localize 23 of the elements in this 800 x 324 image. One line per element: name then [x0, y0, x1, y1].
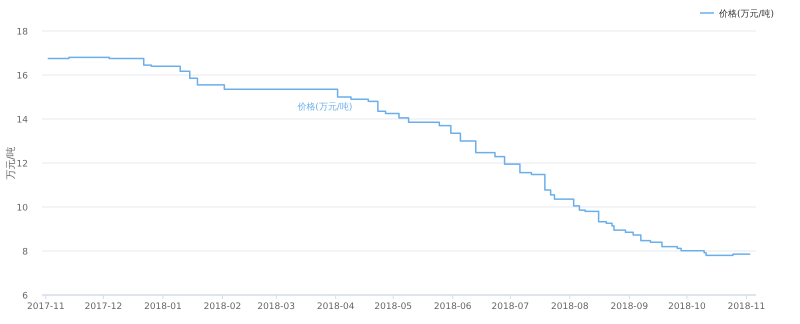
x-tick-label: 2018-07 — [492, 302, 530, 312]
y-tick-label: 6 — [22, 292, 28, 302]
y-tick-label: 14 — [16, 116, 28, 126]
x-tick-label: 2018-01 — [144, 302, 182, 312]
x-tick-label: 2017-11 — [27, 302, 65, 312]
x-tick-label: 2018-03 — [257, 302, 295, 312]
x-tick-label: 2018-06 — [434, 302, 472, 312]
y-axis-title: 万元/吨 — [5, 146, 17, 180]
x-tick-label: 2018-04 — [316, 302, 355, 312]
x-tick-label: 2018-08 — [551, 302, 589, 312]
y-tick-label: 10 — [16, 204, 28, 214]
x-tick-label: 2018-10 — [668, 302, 706, 312]
x-tick-label: 2018-05 — [374, 302, 412, 312]
x-tick-label: 2018-02 — [204, 302, 242, 312]
y-tick-label: 18 — [16, 28, 28, 38]
legend-label: 价格(万元/吨) — [718, 8, 774, 20]
text: 价格(万元/吨) — [297, 102, 352, 112]
x-tick-label: 2018-11 — [728, 302, 766, 312]
y-tick-label: 8 — [22, 248, 28, 258]
x-tick-label: 2018-09 — [610, 302, 648, 312]
x-tick-label: 2017-12 — [84, 302, 122, 312]
y-tick-label: 12 — [16, 160, 28, 170]
y-tick-label: 16 — [16, 72, 28, 82]
